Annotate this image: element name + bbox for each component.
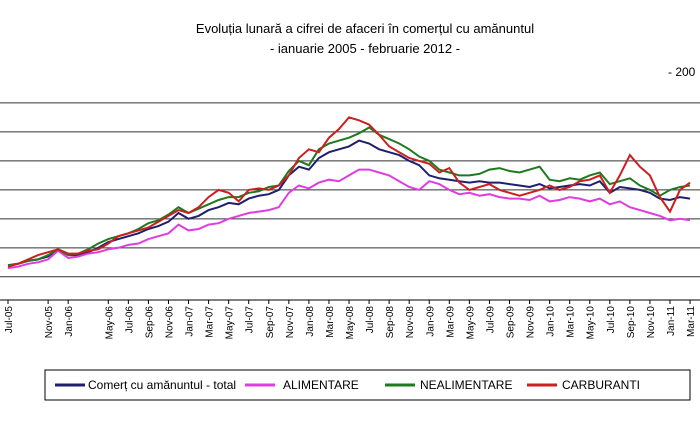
x-tick-label: Nov-08 <box>405 306 416 339</box>
x-tick-label: Jul-09 <box>485 306 496 334</box>
x-tick-label: Jan-08 <box>305 306 316 337</box>
x-tick-label: Nov-06 <box>164 306 175 339</box>
x-tick-label: Mar-07 <box>205 306 216 338</box>
legend-box <box>44 369 691 401</box>
x-tick-label: May-06 <box>104 306 115 340</box>
legend-label: CARBURANTI <box>562 378 640 392</box>
x-tick-label: Mar-08 <box>325 306 336 338</box>
x-tick-label: Nov-09 <box>526 306 537 339</box>
x-tick-label: May-08 <box>345 306 356 340</box>
x-tick-label: Jul-08 <box>365 306 376 334</box>
chart-title: Evoluția lunară a cifrei de afaceri în c… <box>196 21 534 36</box>
x-tick-label: Nov-07 <box>285 306 296 339</box>
x-tick-label: Sep-09 <box>506 306 517 339</box>
x-tick-label: Sep-10 <box>626 306 637 339</box>
series-line <box>7 139 691 267</box>
x-tick-label: Jan-11 <box>666 306 677 336</box>
x-tick-label: Sep-08 <box>385 306 396 339</box>
x-tick-label: Sep-07 <box>265 306 276 339</box>
x-tick-label: Jan-06 <box>64 306 75 337</box>
x-tick-label: Sep-06 <box>144 306 155 339</box>
x-tick-label: Jul-07 <box>245 306 256 334</box>
x-tick-label: Mar-11 <box>686 306 697 337</box>
x-tick-label: Jan-09 <box>425 306 436 337</box>
x-tick-label: Jan-07 <box>185 306 196 337</box>
legend-label: NEALIMENTARE <box>420 378 512 392</box>
x-tick-label: Mar-10 <box>566 306 577 338</box>
legend-label: Comerț cu amănuntul - total <box>88 378 236 392</box>
x-tick-label: Jul-10 <box>606 306 617 334</box>
x-tick-label: Nov-10 <box>646 306 657 339</box>
x-tick-label: Jan-10 <box>546 306 557 337</box>
x-tick-label: Nov-05 <box>44 306 55 339</box>
annotation: - 200 <box>668 65 696 79</box>
x-tick-label: Jul-05 <box>4 306 15 334</box>
x-tick-label: May-09 <box>465 306 476 340</box>
series-line <box>7 168 691 270</box>
x-tick-label: Mar-09 <box>445 306 456 338</box>
series-line <box>7 116 691 268</box>
x-tick-label: Jul-06 <box>124 306 135 334</box>
chart-subtitle: - ianuarie 2005 - februarie 2012 - <box>270 41 460 56</box>
x-tick-label: May-10 <box>586 306 597 340</box>
x-tick-label: May-07 <box>225 306 236 340</box>
legend-label: ALIMENTARE <box>283 378 359 392</box>
